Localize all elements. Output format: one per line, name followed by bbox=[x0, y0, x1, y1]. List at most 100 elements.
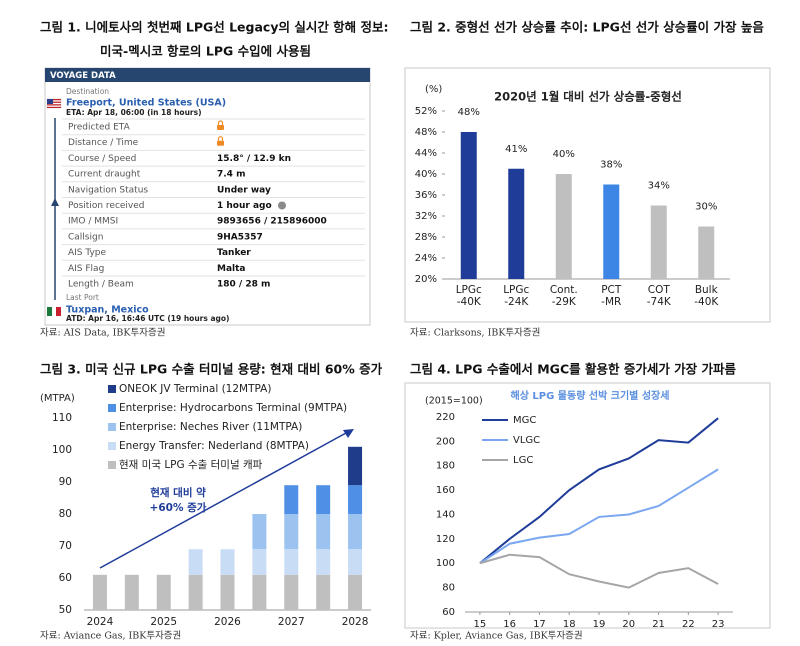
row-value: Malta bbox=[217, 264, 246, 274]
bar-segment bbox=[252, 514, 267, 550]
x-tick-label: 23 bbox=[712, 619, 725, 630]
y-tick-label: 140 bbox=[436, 509, 455, 520]
row-label: Distance / Time bbox=[68, 138, 139, 148]
x-tick-label: 19 bbox=[593, 619, 606, 630]
row-value: Tanker bbox=[217, 248, 251, 258]
bar-segment bbox=[316, 574, 331, 610]
bar-segment bbox=[316, 485, 331, 514]
y-tick-label: 20% bbox=[415, 274, 437, 285]
bar-segment bbox=[348, 514, 363, 550]
y-tick-label: 44% bbox=[415, 148, 437, 159]
bar bbox=[555, 174, 572, 279]
source: 자료: AIS Data, IBK투자증권 bbox=[40, 327, 165, 339]
annotation: 현재 대비 약 +60% 증가 bbox=[150, 486, 207, 514]
atd: ATD: Apr 16, 16:46 UTC (19 hours ago) bbox=[66, 314, 229, 323]
x-tick-label: 22 bbox=[682, 619, 695, 630]
last-port: Tuxpan, Mexico bbox=[66, 305, 149, 316]
row-label: Length / Beam bbox=[68, 280, 134, 290]
panel-header: VOYAGE DATA bbox=[50, 71, 116, 81]
x-tick-label: Cont. -29K bbox=[550, 284, 578, 308]
y-tick-label: 32% bbox=[415, 211, 437, 222]
x-tick-label: 2026 bbox=[214, 616, 241, 628]
value-label: 48% bbox=[458, 107, 480, 118]
mx-flag bbox=[47, 307, 61, 316]
legend-label: LGC bbox=[513, 455, 533, 466]
bar-segment bbox=[284, 485, 299, 514]
y-tick-label: 60 bbox=[442, 607, 455, 618]
row-label: AIS Type bbox=[68, 248, 107, 258]
legend-label: 현재 미국 LPG 수출 터미널 캐파 bbox=[119, 459, 263, 471]
axis-unit: (MTPA) bbox=[40, 393, 75, 404]
field-label: Last Port bbox=[66, 293, 99, 302]
bar-segment bbox=[348, 574, 363, 610]
chart-frame bbox=[404, 67, 771, 323]
x-tick-label: 2025 bbox=[150, 616, 177, 628]
legend-swatch bbox=[108, 404, 116, 412]
y-tick-label: 180 bbox=[436, 461, 455, 472]
y-tick-label: 52% bbox=[415, 106, 437, 117]
value-label: 40% bbox=[553, 149, 575, 160]
x-tick-label: 18 bbox=[563, 619, 576, 630]
x-tick-label: PCT -MR bbox=[601, 284, 622, 308]
bar-segment bbox=[316, 549, 331, 575]
bar-segment bbox=[92, 574, 107, 610]
y-tick-label: 80 bbox=[59, 508, 72, 520]
y-tick-label: 50 bbox=[59, 604, 72, 616]
trend-arrowhead bbox=[343, 429, 354, 438]
y-tick-label: 80 bbox=[442, 583, 455, 594]
value-label: 41% bbox=[505, 144, 527, 155]
legend-swatch bbox=[108, 385, 116, 393]
series-line bbox=[479, 468, 719, 565]
row-label: Current draught bbox=[68, 170, 141, 180]
y-tick-label: 60 bbox=[59, 572, 72, 584]
y-tick-label: 120 bbox=[436, 534, 455, 545]
row-value: 9893656 / 215896000 bbox=[217, 217, 327, 227]
bar-segment bbox=[252, 574, 267, 610]
figure-title: 미국-멕시코 항로의 LPG 수입에 사용됨 bbox=[100, 44, 311, 59]
legend-label: MGC bbox=[513, 415, 536, 426]
destination: Freeport, United States (USA) bbox=[66, 98, 226, 109]
route-arrow bbox=[51, 198, 59, 206]
x-tick-label: LPGc -24K bbox=[503, 284, 529, 308]
row-label: IMO / MMSI bbox=[68, 217, 118, 227]
value-label: 34% bbox=[648, 181, 670, 192]
legend-label: VLGC bbox=[513, 435, 540, 446]
y-tick-label: 90 bbox=[59, 476, 72, 488]
bar bbox=[650, 205, 667, 279]
bar-segment bbox=[284, 574, 299, 610]
bar-segment bbox=[348, 485, 363, 514]
series-line bbox=[479, 553, 719, 589]
bar-segment bbox=[188, 549, 203, 575]
eta: ETA: Apr 18, 06:00 (in 18 hours) bbox=[66, 108, 202, 117]
legend-label: Enterprise: Hydrocarbons Terminal (9MTPA… bbox=[119, 402, 347, 414]
x-tick-label: LPGc -40K bbox=[456, 284, 482, 308]
legend-label: Energy Transfer: Nederland (8MTPA) bbox=[119, 440, 309, 452]
y-tick-label: 24% bbox=[415, 253, 437, 264]
x-tick-label: 16 bbox=[503, 619, 516, 630]
bar-segment bbox=[348, 446, 363, 486]
bar-segment bbox=[252, 549, 267, 575]
field-label: Destination bbox=[66, 87, 109, 96]
bar-segment bbox=[220, 549, 235, 575]
source: 자료: Aviance Gas, IBK투자증권 bbox=[40, 630, 181, 642]
row-value: 1 hour ago bbox=[217, 201, 272, 211]
bar-segment bbox=[188, 574, 203, 610]
legend-label: Enterprise: Neches River (11MTPA) bbox=[119, 421, 302, 433]
lock-icon bbox=[217, 125, 224, 130]
info-icon bbox=[278, 201, 286, 210]
bar bbox=[460, 132, 477, 279]
y-tick-label: 36% bbox=[415, 190, 437, 201]
x-tick-label: 2024 bbox=[87, 616, 114, 628]
y-tick-label: 220 bbox=[436, 412, 455, 423]
row-label: Course / Speed bbox=[68, 154, 136, 164]
row-value: 15.8° / 12.9 kn bbox=[217, 154, 291, 164]
bar-segment bbox=[284, 514, 299, 550]
source: 자료: Clarksons, IBK투자증권 bbox=[410, 327, 540, 339]
figure-title: 그림 3. 미국 신규 LPG 수출 터미널 용량: 현재 대비 60% 증가 bbox=[40, 362, 383, 377]
bar-segment bbox=[348, 549, 363, 575]
x-tick-label: 20 bbox=[622, 619, 635, 630]
axis-unit: (%) bbox=[425, 84, 442, 95]
row-value: Under way bbox=[217, 185, 271, 195]
chart-frame bbox=[404, 382, 771, 629]
